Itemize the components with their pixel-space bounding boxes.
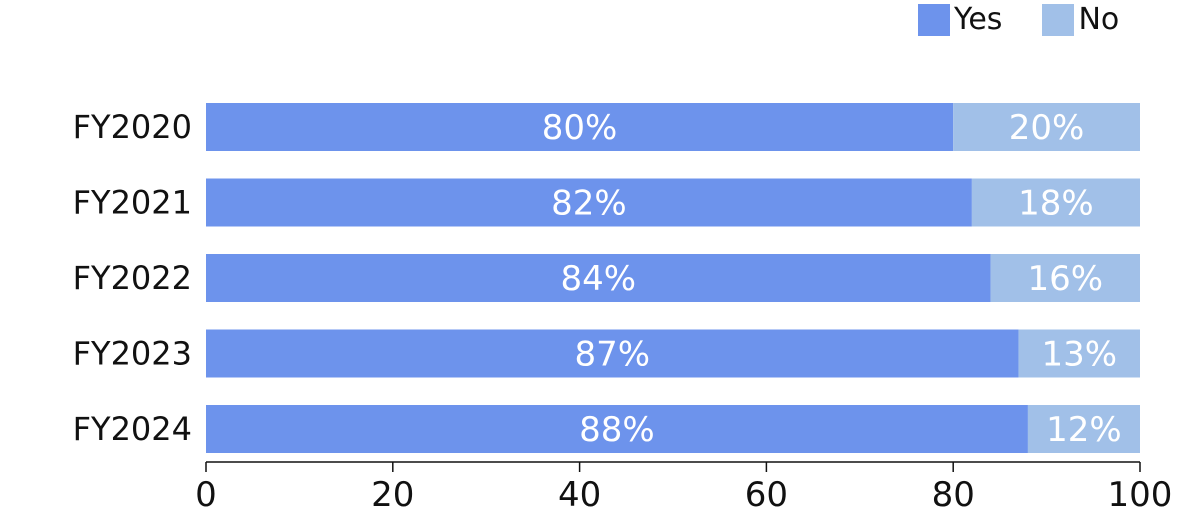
x-tick-label: 60 xyxy=(745,475,788,515)
x-tick-label: 0 xyxy=(195,475,217,515)
data-label-no: 13% xyxy=(1042,335,1118,375)
x-tick-label: 80 xyxy=(932,475,975,515)
data-label-yes: 80% xyxy=(542,108,618,148)
data-label-yes: 87% xyxy=(575,335,651,375)
bar-no xyxy=(990,254,1140,302)
category-label: FY2021 xyxy=(73,184,192,222)
data-label-no: 20% xyxy=(1009,108,1085,148)
bar-yes xyxy=(206,178,972,227)
data-label-no: 12% xyxy=(1046,410,1122,450)
x-tick-label: 20 xyxy=(371,475,414,515)
bar-yes xyxy=(206,329,1019,378)
bar-no xyxy=(1027,405,1140,453)
legend-swatch-yes xyxy=(918,4,950,36)
x-tick-label: 100 xyxy=(1108,475,1173,515)
data-label-yes: 82% xyxy=(551,184,627,224)
bar-yes xyxy=(206,103,954,151)
category-label: FY2022 xyxy=(73,259,192,297)
data-label-yes: 88% xyxy=(579,410,655,450)
legend-label-no: No xyxy=(1078,2,1120,37)
bar-no xyxy=(1018,329,1140,378)
category-label: FY2023 xyxy=(73,335,192,373)
bar-no xyxy=(953,103,1140,151)
data-label-yes: 84% xyxy=(560,259,636,299)
data-label-no: 16% xyxy=(1027,259,1103,299)
category-label: FY2020 xyxy=(73,108,192,146)
x-tick-label: 40 xyxy=(558,475,601,515)
bar-yes xyxy=(206,405,1028,453)
bar-yes xyxy=(206,254,991,302)
category-label: FY2024 xyxy=(73,410,192,448)
data-label-no: 18% xyxy=(1018,184,1094,224)
legend-swatch-no xyxy=(1042,4,1075,36)
legend-label-yes: Yes xyxy=(954,2,1003,37)
bar-no xyxy=(971,178,1140,227)
legend: Yes No xyxy=(918,0,1119,40)
